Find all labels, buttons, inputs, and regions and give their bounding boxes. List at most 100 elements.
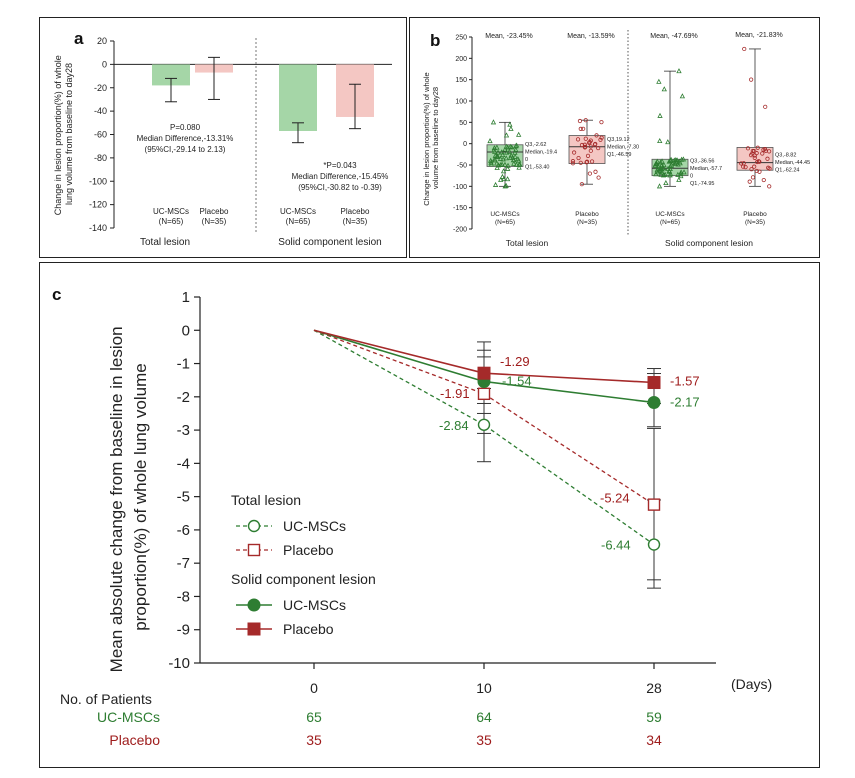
y-tick-label-c: -7 (177, 555, 190, 572)
value-label-solid_msc: -1.54 (502, 374, 532, 389)
patients-count: 35 (306, 732, 322, 748)
legend-c: Total lesion UC-MSCs Placebo Solid componen… (231, 492, 376, 637)
data-point (584, 159, 590, 164)
data-point (667, 163, 674, 169)
data-point (498, 162, 504, 168)
data-point (596, 175, 601, 180)
patients-row-label: Placebo (109, 732, 160, 748)
y-tick-label-a: -140 (89, 223, 107, 233)
y-tick-label-b: -150 (453, 205, 467, 212)
data-point (500, 156, 506, 162)
data-point (749, 167, 754, 172)
data-point (681, 169, 687, 175)
stat-annotation: P=0.080 (170, 123, 201, 132)
y-tick-label-b: -50 (457, 163, 467, 170)
data-point-solid_pbo (477, 366, 491, 380)
data-point (516, 164, 522, 170)
box-chart-b: 250 200 150 100 50 0 -50 -100 -150 -200 Mean, -23.… (453, 30, 810, 248)
data-point (676, 176, 682, 182)
panel-b-ylabel: Change in lesion proportion(%) of whole … (422, 70, 440, 206)
data-point (505, 162, 511, 168)
data-point (494, 160, 500, 166)
box-stat-label: 0 (525, 157, 528, 163)
bar-n-label: (N=35) (202, 217, 227, 226)
data-point (675, 171, 681, 177)
data-point (501, 175, 507, 181)
y-tick-label-b: 250 (455, 35, 467, 42)
y-tick-label-b: -100 (453, 184, 467, 191)
data-point (578, 126, 583, 131)
data-point (588, 138, 593, 143)
data-point (570, 159, 576, 164)
data-point (750, 175, 756, 180)
data-point (592, 142, 598, 147)
data-point (657, 112, 663, 118)
box-stat-label: Q3,-2.62 (525, 142, 546, 148)
bar-category-label: Placebo (200, 207, 229, 216)
data-point (505, 165, 511, 171)
data-point (491, 145, 498, 151)
legend-marker (247, 519, 261, 533)
data-point (512, 149, 518, 155)
data-point (763, 104, 768, 109)
bar-n-label: (N=35) (343, 217, 368, 226)
box-stat-label: Q1,-46.59 (607, 152, 631, 158)
panel-c-ylabel: Mean absolute change from baseline in le… (107, 322, 150, 673)
y-tick-label-b: 50 (459, 120, 467, 127)
data-point (578, 160, 583, 165)
legend-label: UC-MSCs (283, 518, 346, 534)
data-point-total_pbo (647, 498, 661, 511)
box-stat-label: Median,-7.30 (607, 144, 639, 150)
series-line-total_msc (313, 329, 655, 546)
data-point (488, 159, 494, 165)
patients-table-title: No. of Patients (60, 691, 152, 707)
value-label-total_pbo: -1.91 (440, 386, 470, 401)
line-chart-c: 10-1-2-3-4-5-6-7-8-9-100 10 28 (Days)-2.84-… (60, 289, 772, 748)
legend-label: Placebo (283, 621, 334, 637)
data-point (666, 158, 672, 164)
y-tick-label-c: -4 (177, 455, 190, 472)
y-tick-label-b: 100 (455, 99, 467, 106)
y-tick-label-a: 0 (102, 59, 107, 69)
y-tick-label-c: 1 (182, 289, 190, 306)
panel-a-label: a (74, 29, 84, 48)
data-point (757, 159, 762, 164)
box-stat-label: Q3,19.12 (607, 137, 630, 143)
box-category-label: Placebo (743, 211, 767, 218)
data-point (596, 145, 601, 151)
value-label-solid_pbo: -1.57 (670, 374, 700, 389)
data-point (508, 144, 515, 150)
data-point (661, 86, 667, 92)
data-point (679, 93, 686, 99)
data-point-total_msc (647, 538, 661, 551)
data-point (668, 162, 675, 168)
data-point (499, 151, 506, 158)
data-point (572, 150, 577, 155)
data-point (665, 165, 671, 171)
data-point (579, 182, 584, 187)
data-point (671, 157, 678, 163)
data-point (599, 120, 604, 125)
box-stat-label: Q1,-53.40 (525, 164, 549, 170)
data-point (577, 118, 583, 124)
y-tick-label-c: -9 (177, 622, 190, 639)
data-point (585, 153, 591, 158)
group-label-b: Total lesion (506, 238, 549, 248)
data-point (487, 138, 493, 144)
data-point (494, 164, 500, 170)
panel-b-frame (409, 17, 820, 258)
x-tick-label-c: 28 (646, 680, 662, 696)
data-point (516, 131, 522, 137)
data-point (490, 119, 497, 125)
x-axis-label-c: (Days) (731, 676, 772, 692)
group-label-a: Solid component lesion (278, 237, 381, 248)
data-point (588, 148, 593, 153)
box-stat-label: Q3,-36.56 (690, 158, 714, 164)
bar-category-label: UC-MSCs (280, 207, 316, 216)
box-stat-label: Q3,-8.82 (775, 153, 796, 159)
data-point (593, 169, 598, 174)
patients-count: 65 (306, 709, 322, 725)
data-point (575, 137, 581, 142)
data-point (661, 162, 667, 168)
patients-count: 64 (476, 709, 492, 725)
